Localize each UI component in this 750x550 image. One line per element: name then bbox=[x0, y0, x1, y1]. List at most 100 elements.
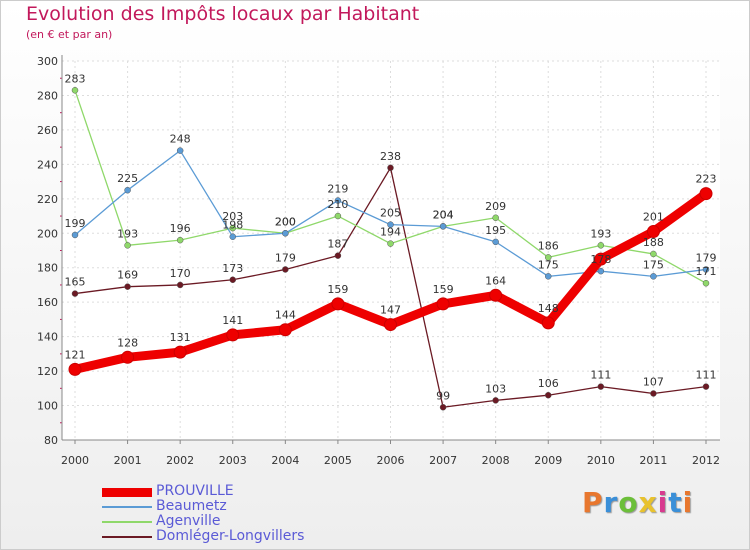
logo-letter: i bbox=[657, 486, 669, 519]
data-label: 111 bbox=[696, 369, 717, 382]
data-point bbox=[384, 318, 397, 332]
data-label: 248 bbox=[170, 133, 191, 146]
x-tick-label: 2005 bbox=[324, 454, 352, 467]
data-point bbox=[121, 350, 135, 364]
legend-label: Beaumetz bbox=[156, 498, 227, 514]
data-label: 111 bbox=[590, 369, 611, 382]
data-point bbox=[597, 383, 605, 390]
x-tick-label: 2000 bbox=[61, 454, 89, 467]
data-label: 219 bbox=[327, 183, 348, 196]
x-tick-label: 2008 bbox=[482, 454, 510, 467]
proxiti-logo: Proxiti bbox=[582, 486, 693, 519]
logo-letter: i bbox=[682, 486, 694, 519]
data-label: 141 bbox=[222, 314, 243, 327]
data-label: 171 bbox=[696, 265, 717, 278]
data-point bbox=[71, 231, 79, 239]
data-label: 179 bbox=[696, 251, 717, 264]
logo-letter: P bbox=[582, 486, 604, 519]
x-tick-label: 2003 bbox=[219, 454, 247, 467]
data-point bbox=[492, 214, 499, 222]
data-label: 131 bbox=[170, 331, 191, 344]
y-tick-label: 120 bbox=[37, 365, 58, 378]
x-tick-label: 2002 bbox=[166, 454, 194, 467]
data-label: 103 bbox=[485, 382, 506, 395]
data-point bbox=[489, 288, 503, 302]
data-point bbox=[68, 362, 82, 376]
data-point bbox=[334, 212, 342, 220]
data-label: 203 bbox=[222, 210, 243, 223]
data-point bbox=[226, 328, 240, 342]
y-tick-label: 180 bbox=[37, 262, 58, 275]
data-label: 193 bbox=[590, 227, 611, 240]
data-point bbox=[331, 297, 345, 311]
data-point bbox=[545, 391, 552, 399]
data-label: 283 bbox=[65, 72, 86, 85]
data-point bbox=[229, 233, 236, 240]
data-point bbox=[176, 147, 184, 154]
y-tick-label: 200 bbox=[37, 227, 58, 240]
x-tick-label: 2011 bbox=[639, 454, 667, 467]
x-tick-label: 2004 bbox=[271, 454, 299, 467]
data-point bbox=[278, 323, 292, 337]
data-point bbox=[597, 242, 605, 249]
data-point bbox=[387, 240, 394, 247]
data-label: 198 bbox=[222, 219, 243, 232]
data-point bbox=[439, 223, 447, 230]
data-label: 106 bbox=[538, 377, 559, 390]
data-point bbox=[173, 345, 187, 359]
data-point bbox=[282, 230, 289, 237]
data-point bbox=[545, 273, 552, 280]
y-tick-label: 300 bbox=[37, 55, 58, 68]
data-label: 169 bbox=[117, 269, 138, 282]
x-tick-label: 2010 bbox=[587, 454, 615, 467]
y-tick-label: 240 bbox=[37, 158, 58, 171]
data-point bbox=[541, 316, 555, 330]
legend-swatch bbox=[102, 487, 152, 497]
data-label: 99 bbox=[436, 389, 450, 402]
data-point bbox=[176, 281, 184, 289]
data-label: 147 bbox=[380, 304, 401, 317]
data-label: 164 bbox=[485, 274, 506, 287]
data-label: 144 bbox=[275, 309, 296, 322]
data-point bbox=[436, 297, 450, 311]
y-tick-label: 80 bbox=[44, 434, 58, 447]
data-point bbox=[702, 383, 710, 390]
data-label: 194 bbox=[380, 226, 401, 239]
data-point bbox=[124, 186, 131, 194]
legend-swatch bbox=[102, 506, 152, 508]
x-tick-label: 2012 bbox=[692, 454, 720, 467]
data-label: 204 bbox=[433, 208, 454, 221]
data-point bbox=[124, 283, 131, 290]
line-chart: 80 100 120 140 160 180 200 220 240 260 280 300 2000 2… bbox=[37, 55, 720, 467]
data-point bbox=[176, 236, 184, 244]
data-label: 209 bbox=[485, 200, 506, 213]
y-tick-label: 260 bbox=[37, 124, 58, 137]
data-label: 178 bbox=[590, 253, 611, 266]
data-point bbox=[124, 242, 131, 249]
data-point bbox=[229, 276, 236, 284]
data-label: 165 bbox=[65, 276, 86, 289]
data-label: 223 bbox=[696, 173, 717, 186]
data-label: 159 bbox=[433, 283, 454, 296]
data-point bbox=[439, 404, 447, 411]
data-point bbox=[492, 397, 499, 404]
data-point bbox=[594, 252, 608, 266]
y-tick-label: 100 bbox=[37, 400, 58, 413]
legend-label: Agenville bbox=[156, 513, 221, 529]
data-label: 196 bbox=[170, 222, 191, 235]
x-tick-label: 2001 bbox=[114, 454, 142, 467]
legend-label: PROUVILLE bbox=[156, 483, 234, 499]
data-point bbox=[492, 238, 499, 246]
data-point bbox=[650, 390, 657, 397]
data-label: 200 bbox=[275, 215, 296, 228]
data-label: 193 bbox=[117, 227, 138, 240]
data-label: 186 bbox=[538, 239, 559, 252]
data-label: 173 bbox=[222, 262, 243, 275]
data-label: 175 bbox=[538, 258, 559, 271]
data-point bbox=[282, 266, 289, 273]
data-label: 210 bbox=[327, 198, 348, 211]
data-label: 204 bbox=[433, 208, 454, 221]
data-label: 187 bbox=[327, 238, 348, 251]
data-label: 225 bbox=[117, 172, 138, 185]
data-point bbox=[229, 224, 236, 232]
